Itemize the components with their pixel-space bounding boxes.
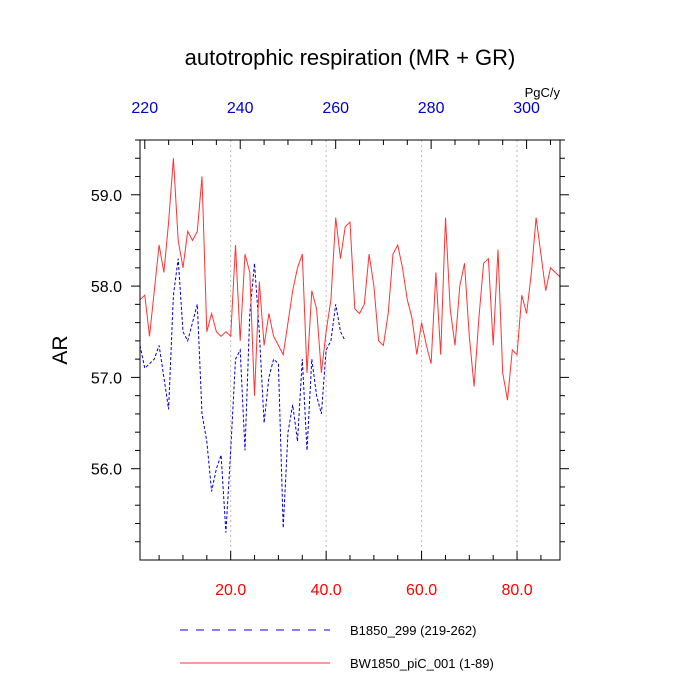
legend: B1850_299 (219-262) BW1850_piC_001 (1-89… bbox=[180, 623, 494, 671]
legend-label-b1850: B1850_299 (219-262) bbox=[350, 623, 477, 638]
y-tick-label: 56.0 bbox=[91, 462, 122, 479]
legend-label-bw1850: BW1850_piC_001 (1-89) bbox=[350, 656, 494, 671]
x-tick-label: 20.0 bbox=[215, 582, 246, 599]
top-tick-label: 260 bbox=[322, 100, 349, 117]
axis-ticks: 20.0 40.0 60.0 80.0 220 240 260 280 300 56.0 57.0 5… bbox=[91, 100, 569, 599]
x-tick-label: 40.0 bbox=[311, 582, 342, 599]
top-tick-label: 300 bbox=[513, 100, 540, 117]
top-axis-unit: PgC/y bbox=[525, 85, 561, 100]
grid bbox=[230, 140, 518, 560]
y-tick-label: 58.0 bbox=[91, 279, 122, 296]
y-tick-label: 59.0 bbox=[91, 188, 122, 205]
series-line-bw1850 bbox=[139, 158, 561, 401]
top-tick-label: 220 bbox=[131, 100, 158, 117]
plot-series bbox=[139, 158, 561, 533]
top-tick-label: 280 bbox=[418, 100, 445, 117]
series-line-b1850 bbox=[139, 258, 346, 533]
chart-title: autotrophic respiration (MR + GR) bbox=[185, 45, 516, 70]
x-tick-label: 60.0 bbox=[406, 582, 437, 599]
y-tick-label: 57.0 bbox=[91, 370, 122, 387]
top-tick-label: 240 bbox=[227, 100, 254, 117]
y-axis-label: AR bbox=[49, 335, 72, 364]
x-tick-label: 80.0 bbox=[501, 582, 532, 599]
